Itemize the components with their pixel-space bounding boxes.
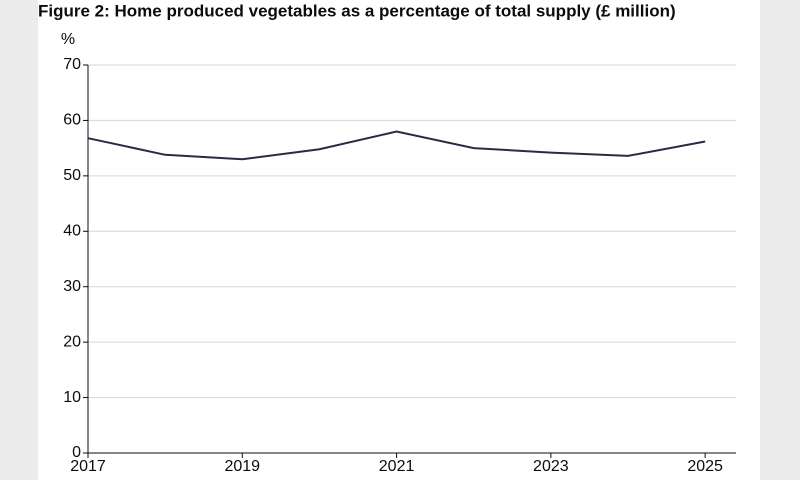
- y-tick-label: 10: [63, 389, 81, 406]
- chart-title: Figure 2: Home produced vegetables as a …: [38, 1, 676, 20]
- x-tick-label: 2019: [224, 458, 260, 475]
- y-tick-label: 20: [63, 333, 81, 350]
- data-line: [87, 130, 706, 161]
- y-tick-label: 70: [63, 56, 81, 73]
- y-tick-label: 60: [63, 112, 81, 129]
- x-tick-label: 2017: [70, 458, 106, 475]
- x-tick-label: 2021: [379, 458, 415, 475]
- x-tick-label: 2025: [687, 458, 723, 475]
- y-tick-label: 30: [63, 278, 81, 295]
- chart-background: [38, 0, 760, 480]
- y-tick-label: 40: [63, 223, 81, 240]
- y-tick-label: 50: [63, 167, 81, 184]
- x-tick-label: 2023: [533, 458, 569, 475]
- y-axis-label: %: [61, 31, 75, 48]
- y-tick-label: 0: [72, 444, 81, 461]
